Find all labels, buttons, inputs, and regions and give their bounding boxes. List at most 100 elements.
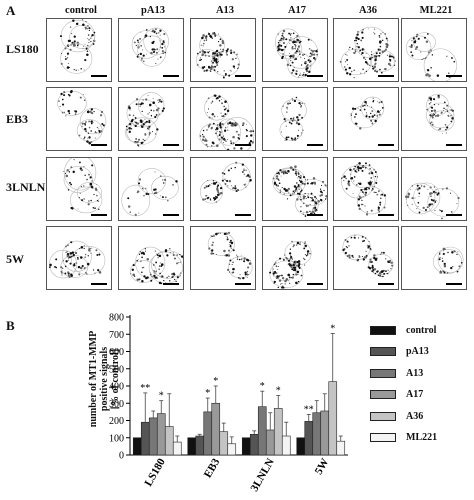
micrograph-3lnln-ml221 bbox=[401, 157, 467, 221]
micrograph-ls180-a13 bbox=[190, 18, 256, 82]
micrograph-ls180-pa13 bbox=[118, 18, 184, 82]
legend-label: A17 bbox=[406, 389, 424, 400]
micrograph-3lnln-a36 bbox=[333, 157, 399, 221]
row-label-eb3: EB3 bbox=[6, 112, 29, 126]
bar-3lnln-ml221 bbox=[281, 435, 291, 456]
column-label-control: control bbox=[65, 5, 97, 16]
bar-ls180-control bbox=[132, 437, 142, 456]
scale-bar bbox=[378, 75, 394, 77]
micrograph-eb3-pa13 bbox=[118, 87, 184, 151]
scale-bar bbox=[91, 283, 107, 285]
bar-3lnln-a17 bbox=[265, 429, 275, 456]
micrograph-eb3-a36 bbox=[333, 87, 399, 151]
micrograph-eb3-a13 bbox=[190, 87, 256, 151]
micrograph-eb3-a17 bbox=[262, 87, 328, 151]
y-axis-title-line-3: [% of control] bbox=[110, 348, 121, 410]
micrograph-5w-a36 bbox=[333, 226, 399, 290]
panel-a-label: A bbox=[6, 3, 16, 18]
scale-bar bbox=[378, 144, 394, 146]
significance-marker: * bbox=[260, 381, 265, 392]
micrograph-5w-a17 bbox=[262, 226, 328, 290]
scale-bar bbox=[163, 214, 179, 216]
legend-label: A36 bbox=[406, 410, 424, 422]
legend-item-a36: A36 bbox=[370, 409, 423, 423]
scale-bar bbox=[91, 75, 107, 77]
scale-bar bbox=[163, 75, 179, 77]
y-axis-title-line-1: number of MT1-MMP bbox=[88, 330, 99, 428]
bar-eb3-control bbox=[187, 437, 197, 456]
micrograph-3lnln-pa13 bbox=[118, 157, 184, 221]
column-label-a13: A13 bbox=[215, 5, 235, 16]
significance-marker: * bbox=[213, 376, 218, 387]
bar-eb3-a13 bbox=[203, 411, 213, 456]
scale-bar bbox=[446, 214, 462, 216]
scale-bar bbox=[235, 144, 251, 146]
legend-swatch bbox=[370, 325, 396, 335]
bar-ls180-a17 bbox=[156, 413, 166, 456]
row-label-5w: 5W bbox=[6, 252, 24, 266]
legend-swatch bbox=[370, 347, 396, 356]
bar-eb3-pa13 bbox=[195, 435, 205, 456]
micrograph-3lnln-a13 bbox=[190, 157, 256, 221]
column-label-pa13: pA13 bbox=[141, 5, 165, 16]
micrograph-ls180-a36 bbox=[333, 18, 399, 82]
y-tick-label: 0 bbox=[119, 451, 124, 462]
bar-5w-ml221 bbox=[336, 440, 346, 456]
bar-3lnln-pa13 bbox=[249, 433, 259, 456]
micrograph-5w-control bbox=[46, 226, 112, 290]
row-label-3lnln: 3LNLN bbox=[6, 180, 46, 194]
x-category-label: 3LNLN bbox=[248, 456, 276, 493]
scale-bar bbox=[235, 214, 251, 216]
micrograph-eb3-control bbox=[46, 87, 112, 151]
micrograph-ls180-a17 bbox=[262, 18, 328, 82]
micrograph-3lnln-control bbox=[46, 157, 112, 221]
scale-bar bbox=[446, 75, 462, 77]
bar-5w-control bbox=[296, 437, 306, 456]
bar-eb3-a17 bbox=[211, 402, 221, 456]
bar-ls180-ml221 bbox=[172, 441, 182, 456]
bar-5w-a36 bbox=[328, 381, 338, 456]
legend-swatch bbox=[370, 390, 396, 399]
legend-item-control: control bbox=[370, 323, 436, 337]
significance-marker: * bbox=[205, 388, 210, 399]
significance-marker: ** bbox=[304, 404, 314, 415]
micrograph-ls180-ml221 bbox=[401, 18, 467, 82]
bar-eb3-a36 bbox=[219, 431, 229, 456]
scale-bar bbox=[307, 214, 323, 216]
panel-b-label: B bbox=[6, 318, 15, 333]
legend-item-ml221: ML221 bbox=[370, 431, 437, 445]
scale-bar bbox=[235, 283, 251, 285]
micrograph-5w-a13 bbox=[190, 226, 256, 290]
y-axis-title-line-2: positive signals bbox=[99, 346, 110, 412]
bar-5w-a13 bbox=[312, 412, 322, 456]
significance-marker: ** bbox=[140, 383, 150, 394]
legend-swatch bbox=[370, 368, 396, 378]
legend-item-pa13: pA13 bbox=[370, 345, 429, 359]
row-label-ls180: LS180 bbox=[6, 42, 39, 56]
column-label-a17: A17 bbox=[287, 5, 307, 16]
legend-item-a13: A13 bbox=[370, 366, 423, 380]
micrograph-3lnln-a17 bbox=[262, 157, 328, 221]
scale-bar bbox=[307, 144, 323, 146]
bar-3lnln-a36 bbox=[273, 408, 283, 456]
scale-bar bbox=[91, 144, 107, 146]
bar-eb3-ml221 bbox=[227, 443, 237, 456]
legend-label: control bbox=[406, 324, 437, 336]
scale-bar bbox=[446, 144, 462, 146]
x-category-label: 5W bbox=[313, 457, 332, 477]
legend-label: ML221 bbox=[406, 432, 438, 443]
micrograph-eb3-ml221 bbox=[401, 87, 467, 151]
legend-item-a17: A17 bbox=[370, 388, 423, 402]
micrograph-ls180-control bbox=[46, 18, 112, 82]
bar-ls180-pa13 bbox=[140, 421, 150, 456]
y-axis-title: number of MT1-MMP positive signals [% of… bbox=[88, 317, 122, 441]
column-label-a36: A36 bbox=[358, 5, 378, 16]
significance-marker: * bbox=[330, 323, 335, 334]
scale-bar bbox=[307, 75, 323, 77]
micrograph-5w-pa13 bbox=[118, 226, 184, 290]
x-category-label: LS180 bbox=[142, 456, 168, 488]
bar-5w-a17 bbox=[320, 410, 330, 456]
legend-label: A13 bbox=[406, 367, 424, 379]
scale-bar bbox=[307, 283, 323, 285]
bar-3lnln-control bbox=[241, 437, 251, 456]
